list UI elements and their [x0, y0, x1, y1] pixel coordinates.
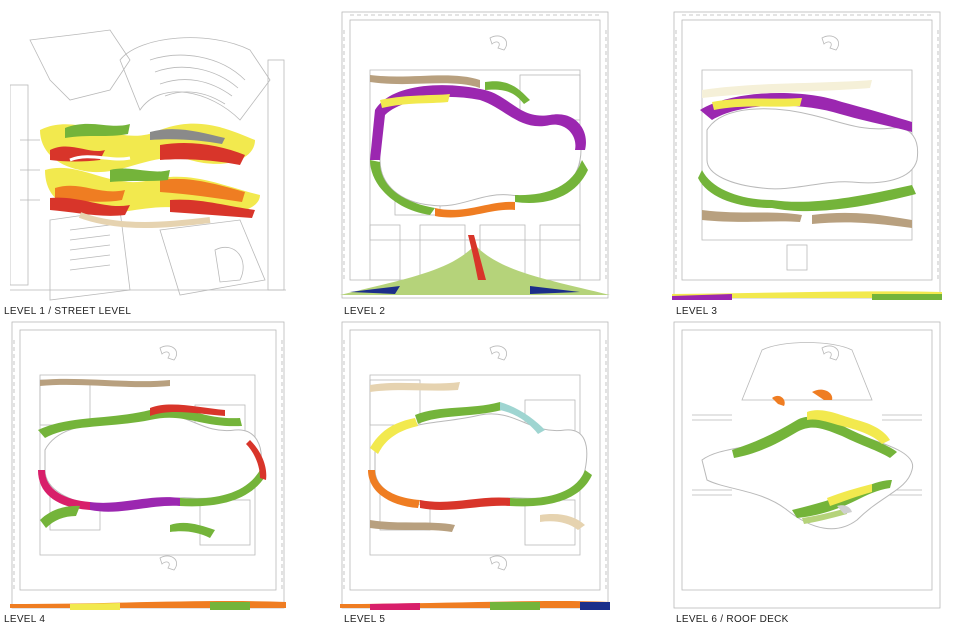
- level-2-label: LEVEL 2: [344, 306, 385, 317]
- level-4-drawing: [10, 320, 286, 612]
- level-5-drawing: [340, 320, 610, 612]
- level-6-label: LEVEL 6 / ROOF DECK: [676, 614, 789, 625]
- level-3-label: LEVEL 3: [676, 306, 717, 317]
- level-4-label: LEVEL 4: [4, 614, 45, 625]
- level-1-drawing: [10, 20, 286, 302]
- level-5-label: LEVEL 5: [344, 614, 385, 625]
- level-4-plan: [10, 320, 286, 612]
- level-1-label: LEVEL 1 / STREET LEVEL: [4, 306, 131, 317]
- level-5-plan: [340, 320, 610, 612]
- level-6-drawing: [672, 320, 942, 612]
- level-1-plan: [10, 20, 286, 302]
- level-6-plan: [672, 320, 942, 612]
- level-3-plan: [672, 10, 942, 302]
- level-2-plan: [340, 10, 610, 302]
- level-2-drawing: [340, 10, 610, 302]
- level-3-drawing: [672, 10, 942, 302]
